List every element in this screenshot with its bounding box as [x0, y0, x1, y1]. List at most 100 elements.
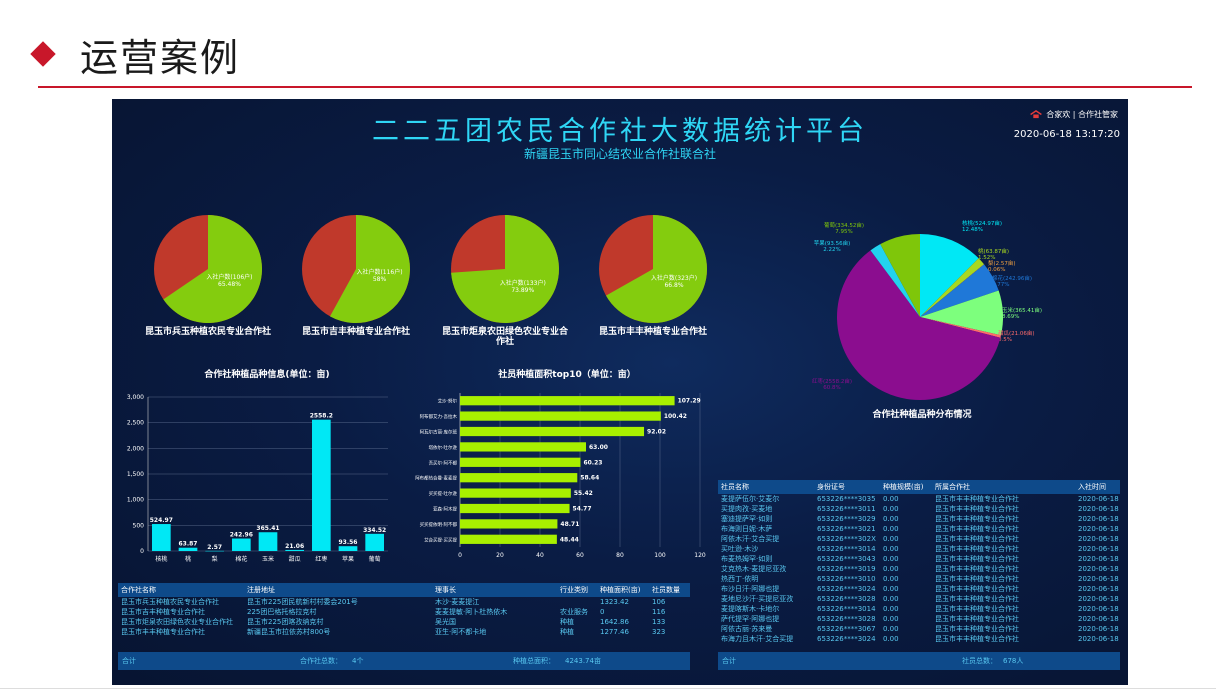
member-total-label: 合计 — [722, 657, 736, 665]
table-row: 昆玉市炬泉农田绿色农业专业合作社 昆玉市225团喀孜纳克村 吴光国 种植 1642.86… — [118, 617, 690, 627]
table-cell: 昆玉市丰丰种植专业合作社 — [935, 615, 1019, 623]
table-cell: 昆玉市丰丰种植专业合作社 — [935, 555, 1019, 563]
table-cell: 653226****3028 — [817, 615, 876, 623]
table-cell: 2020-06-18 — [1078, 575, 1119, 583]
hbar-value-label: 60.23 — [583, 459, 602, 466]
table-cell: 麦提萨伍尔·艾麦尔 — [721, 495, 780, 503]
coop-pie-members-slice — [606, 215, 707, 323]
diamond-bullet-icon — [30, 41, 56, 67]
x-tick-label: 40 — [536, 552, 544, 559]
slice-桃 — [920, 258, 984, 317]
hbar-value-label: 48.44 — [560, 536, 579, 543]
hbar-9 — [460, 519, 558, 529]
table-row: 阿依古丽·苏来曼 653226****3067 0.00 昆玉市丰丰种植专业合作社 20… — [718, 624, 1120, 634]
hbar-value-label: 107.29 — [678, 398, 701, 405]
table-cell: 225团巴格托格拉克村 — [247, 608, 317, 616]
bar-苹果 — [338, 546, 358, 551]
slice-label: 玉米(365.41亩) — [1002, 306, 1042, 314]
dashboard-subtitle: 新疆昆玉市同心结农业合作社联合社 — [523, 147, 716, 161]
table-cell: 农业服务 — [560, 608, 588, 616]
brand-text: 合家欢 | 合作社管家 — [1046, 110, 1118, 119]
slice-label: 甜瓜(21.06亩) — [998, 329, 1035, 337]
slice-label: 苹果(93.56亩) — [814, 239, 851, 247]
table-cell: 2020-06-18 — [1078, 535, 1119, 543]
bar-value-label: 2.57 — [207, 544, 222, 551]
y-tick-label: 0 — [140, 548, 144, 555]
bar-甜瓜 — [285, 549, 304, 551]
table-row: 塞迪提萨罕·如则 653226****3029 0.00 昆玉市丰丰种植专业合作社 20… — [718, 514, 1120, 524]
table-cell: 2020-06-18 — [1078, 615, 1119, 623]
slide-header: 运营案例 — [30, 30, 240, 80]
table-cell: 1323.42 — [600, 598, 629, 606]
hbar-value-label: 54.77 — [573, 506, 592, 513]
x-tick-label: 20 — [496, 552, 504, 559]
bar-value-label: 21.06 — [285, 543, 304, 550]
table-row: 萨代提罕·阿娜也提 653226****3028 0.00 昆玉市丰丰种植专业合作社 2… — [718, 614, 1120, 624]
member-table-header: 社员名称 身份证号 种植规模(亩) 所属合作社 入社时间 — [718, 480, 1120, 494]
coop-pie-name: 昆玉市吉丰种植专业合作社 — [301, 327, 410, 337]
member-count-value: 678人 — [1003, 657, 1024, 665]
table-cell: 2020-06-18 — [1078, 505, 1119, 513]
table-cell: 麦地尼沙汗·买提尼亚孜 — [721, 595, 794, 603]
table-cell: 0.00 — [883, 615, 899, 623]
coop-pie-4: 入社户数(323户) 66.8% — [583, 215, 723, 325]
col-members: 社员数量 — [652, 586, 680, 594]
table-cell: 2020-06-18 — [1078, 555, 1119, 563]
y-tick-label: 3,000 — [127, 394, 144, 401]
hbar-value-label: 100.42 — [664, 413, 687, 420]
table-cell: 昆玉市丰丰种植专业合作社 — [935, 565, 1019, 573]
slice-label: 红枣(2558.2亩) — [812, 377, 852, 385]
slice-玉米 — [920, 290, 1003, 336]
col-id-number: 身份证号 — [817, 483, 845, 491]
table-cell: 昆玉市炬泉农田绿色农业专业合作社 — [121, 618, 233, 626]
table-cell: 2020-06-18 — [1078, 625, 1119, 633]
bar-value-label: 2558.2 — [310, 413, 333, 420]
table-cell: 种植 — [560, 628, 574, 636]
table-row: 热西丁·依明 653226****3010 0.00 昆玉市丰丰种植专业合作社 2020… — [718, 574, 1120, 584]
coop-pie-members-slice — [163, 215, 262, 323]
table-cell: 布沙日汗·阿娜也提 — [721, 585, 780, 593]
bar-梨 — [205, 550, 224, 552]
coop-count-value: 4个 — [352, 657, 364, 665]
col-address: 注册地址 — [247, 586, 275, 594]
y-category-label: 买买提·吐尔逊 — [429, 490, 458, 497]
table-cell: 2020-06-18 — [1078, 595, 1119, 603]
table-row: 布麦热姆罕·如则 653226****3043 0.00 昆玉市丰丰种植专业合作社 20… — [718, 554, 1120, 564]
col-member-name: 社员名称 — [721, 483, 749, 491]
table-cell: 昆玉市吉丰种植专业合作社 — [121, 608, 205, 616]
coop-pie-label: 入社户数(116户) 58% — [348, 269, 412, 283]
y-tick-label: 500 — [133, 522, 145, 529]
table-cell: 2020-06-18 — [1078, 545, 1119, 553]
member-table: 社员名称 身份证号 种植规模(亩) 所属合作社 入社时间 麦提萨伍尔·艾麦尔 65… — [718, 480, 1120, 652]
table-cell: 2020-06-18 — [1078, 515, 1119, 523]
x-tick-label: 60 — [576, 552, 584, 559]
table-cell: 116 — [652, 608, 666, 616]
slice-pct: 7.95% — [835, 229, 852, 235]
hbar-1 — [460, 396, 675, 406]
hbar-5 — [460, 457, 581, 467]
table-cell: 653226****3021 — [817, 525, 876, 533]
slice-葡萄 — [880, 234, 920, 317]
table-cell: 昆玉市丰丰种植专业合作社 — [935, 505, 1019, 513]
table-cell: 0.00 — [883, 585, 899, 593]
y-category-label: 艾沙·努尔 — [438, 398, 458, 405]
hbar-4 — [460, 442, 586, 452]
table-cell: 2020-06-18 — [1078, 635, 1119, 643]
hbar-value-label: 55.42 — [574, 490, 593, 497]
table-cell: 653226****3010 — [817, 575, 876, 583]
coop-pie-pct: 73.89% — [511, 286, 535, 294]
table-cell: 昆玉市丰丰种植专业合作社 — [935, 495, 1019, 503]
coop-count-label: 合作社总数： — [300, 657, 342, 665]
distribution-title: 合作社种植品种分布情况 — [872, 410, 972, 420]
table-cell: 塞迪提萨罕·如则 — [721, 515, 773, 523]
table-cell: 0.00 — [883, 545, 899, 553]
slice-label: 核桃(524.97亩) — [962, 219, 1002, 227]
coop-pie-members-slice — [451, 215, 559, 323]
slice-红枣 — [837, 250, 1001, 401]
table-cell: 653226****3019 — [817, 565, 876, 573]
x-category-label: 红枣 — [315, 555, 327, 563]
brand-logo: 合家欢 | 合作社管家 — [1029, 109, 1118, 120]
bar-value-label: 334.52 — [363, 527, 386, 534]
bar-棉花 — [232, 538, 251, 551]
y-tick-label: 1,500 — [127, 471, 144, 478]
